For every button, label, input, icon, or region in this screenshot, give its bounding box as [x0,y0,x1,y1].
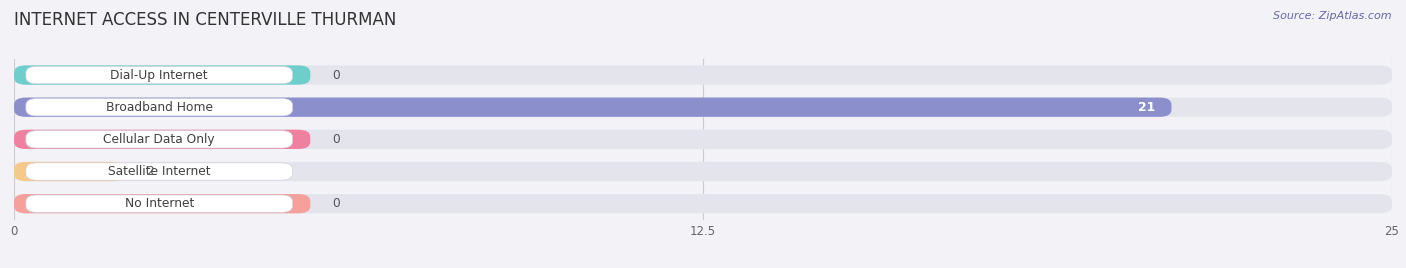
FancyBboxPatch shape [14,98,1171,117]
FancyBboxPatch shape [25,99,292,116]
FancyBboxPatch shape [14,130,1392,149]
Text: Dial-Up Internet: Dial-Up Internet [111,69,208,81]
FancyBboxPatch shape [14,194,1392,213]
Text: Cellular Data Only: Cellular Data Only [104,133,215,146]
FancyBboxPatch shape [14,162,1392,181]
FancyBboxPatch shape [14,65,1392,85]
FancyBboxPatch shape [14,65,311,85]
Text: 2: 2 [146,165,155,178]
FancyBboxPatch shape [14,194,311,213]
Text: Broadband Home: Broadband Home [105,101,212,114]
Text: INTERNET ACCESS IN CENTERVILLE THURMAN: INTERNET ACCESS IN CENTERVILLE THURMAN [14,11,396,29]
FancyBboxPatch shape [25,66,292,84]
FancyBboxPatch shape [14,130,311,149]
Text: No Internet: No Internet [125,197,194,210]
FancyBboxPatch shape [14,98,1392,117]
Text: Satellite Internet: Satellite Internet [108,165,211,178]
FancyBboxPatch shape [14,162,124,181]
Text: 0: 0 [332,69,340,81]
Text: Source: ZipAtlas.com: Source: ZipAtlas.com [1274,11,1392,21]
Text: 0: 0 [332,197,340,210]
FancyBboxPatch shape [25,131,292,148]
Text: 21: 21 [1137,101,1154,114]
FancyBboxPatch shape [25,163,292,180]
Text: 0: 0 [332,133,340,146]
FancyBboxPatch shape [25,195,292,212]
